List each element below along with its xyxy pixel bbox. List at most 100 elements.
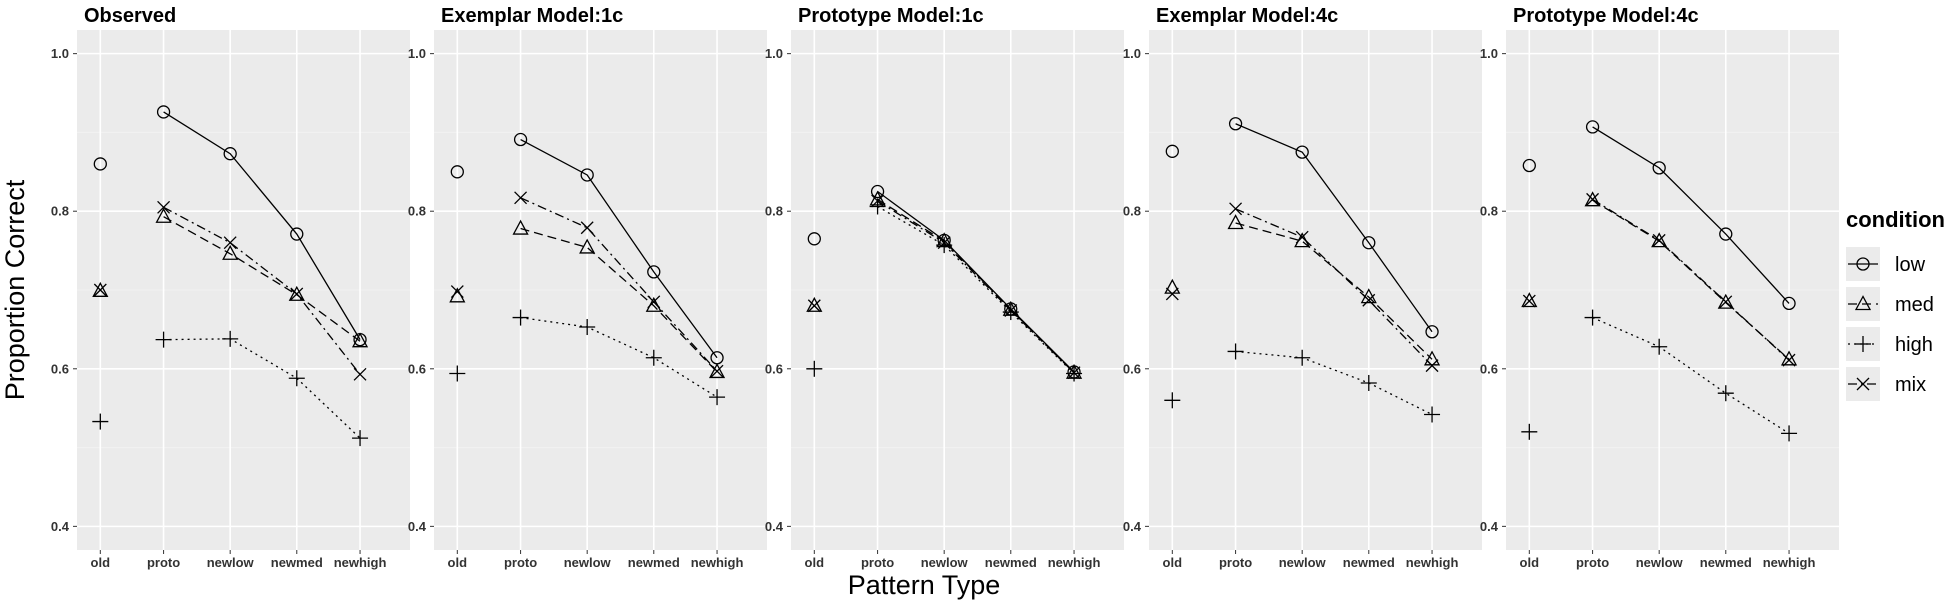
y-tick-label: 0.6 <box>765 361 783 376</box>
data-point-mix <box>1362 293 1376 307</box>
data-point-mix <box>353 367 367 381</box>
x-tick-label: proto <box>1219 555 1252 570</box>
data-point-high <box>579 319 596 336</box>
data-point-low <box>450 165 464 179</box>
data-point-low <box>1295 145 1309 159</box>
x-axis-title: Pattern Type <box>848 570 1001 600</box>
y-tick-label: 1.0 <box>765 46 783 61</box>
y-tick-label: 0.8 <box>1123 204 1141 219</box>
legend-key-marker <box>1855 336 1871 352</box>
series-low <box>1522 120 1796 311</box>
series-high <box>449 309 726 406</box>
data-point-med <box>1651 232 1668 248</box>
data-point-low <box>1165 144 1179 158</box>
series-high <box>92 330 369 447</box>
legend-entry-med: med <box>1846 287 1934 321</box>
data-point-low <box>647 265 661 279</box>
legend-label: high <box>1895 334 1933 356</box>
data-point-high <box>1781 425 1798 442</box>
x-tick-label: newlow <box>564 555 612 570</box>
x-tick-label: newmed <box>628 555 680 570</box>
x-tick-label: proto <box>147 555 180 570</box>
series-low <box>1165 117 1439 339</box>
data-point-low <box>1425 325 1439 339</box>
data-point-mix <box>1165 287 1179 301</box>
data-point-low <box>290 227 304 241</box>
data-point-med <box>579 238 596 254</box>
x-tick-label: old <box>1520 555 1540 570</box>
y-tick-label: 1.0 <box>1480 46 1498 61</box>
series-high <box>1521 309 1798 442</box>
data-point-med <box>92 281 109 297</box>
data-point-high <box>709 389 726 406</box>
x-tick-label: old <box>1163 555 1183 570</box>
x-tick-label: newlow <box>1279 555 1327 570</box>
series-line-high <box>1235 350 1433 416</box>
series-line-low <box>163 111 361 340</box>
data-point-med <box>222 244 239 260</box>
data-point-high <box>1584 309 1601 326</box>
series-line-low <box>520 138 718 359</box>
data-point-low <box>1228 117 1243 131</box>
data-point-mix <box>1586 192 1600 206</box>
data-point-high <box>806 360 823 377</box>
series-low <box>93 105 367 347</box>
data-point-high <box>1717 385 1734 402</box>
series-line-mix <box>877 200 1075 374</box>
series-line-mix <box>1592 198 1790 361</box>
data-point-high <box>1651 338 1668 355</box>
x-tick-label: newhigh <box>1406 555 1459 570</box>
data-point-mix <box>290 287 304 301</box>
x-tick-label: proto <box>1576 555 1609 570</box>
data-point-med <box>708 363 726 379</box>
data-point-low <box>870 184 885 199</box>
y-tick-label: 0.6 <box>51 361 69 376</box>
x-tick-label: newhigh <box>1048 555 1101 570</box>
y-tick-label: 0.6 <box>1123 361 1141 376</box>
series-med <box>92 207 369 348</box>
data-point-low <box>223 147 237 161</box>
data-point-high <box>1360 374 1377 391</box>
data-point-low <box>807 232 821 246</box>
series-line-med <box>163 216 361 342</box>
x-tick-label: newlow <box>207 555 255 570</box>
series-mix <box>450 191 724 378</box>
x-tick-label: old <box>805 555 825 570</box>
data-point-mix <box>450 285 464 299</box>
data-point-mix <box>223 236 237 250</box>
x-tick-label: newmed <box>1700 555 1752 570</box>
legend-entry-high: high <box>1846 327 1933 361</box>
legend-label: low <box>1895 254 1926 276</box>
panel-title: Exemplar Model:1c <box>441 5 623 27</box>
x-tick-label: newhigh <box>691 555 744 570</box>
data-point-high <box>645 349 662 366</box>
data-point-med <box>1717 293 1734 309</box>
panel-title: Prototype Model:1c <box>798 5 984 27</box>
data-point-med <box>512 219 529 235</box>
y-tick-label: 0.4 <box>408 519 427 534</box>
x-tick-label: old <box>91 555 111 570</box>
y-tick-label: 0.4 <box>1123 519 1142 534</box>
y-tick-label: 0.6 <box>1480 361 1498 376</box>
series-line-mix <box>1235 208 1433 367</box>
y-tick-label: 0.4 <box>51 519 70 534</box>
series-line-mix <box>163 206 361 375</box>
data-point-high <box>222 330 239 347</box>
data-point-high <box>1227 343 1244 360</box>
data-point-mix <box>1295 230 1309 244</box>
data-point-med <box>155 207 172 223</box>
panel-title: Observed <box>84 5 176 27</box>
data-point-high <box>449 365 466 382</box>
data-point-med <box>351 332 369 348</box>
y-tick-label: 0.6 <box>408 361 426 376</box>
series-mix <box>93 200 367 381</box>
data-point-high <box>936 237 953 254</box>
panel-2: Prototype Model:1c 0.4 0.6 0.8 1.0 old proto ne… <box>765 5 1124 570</box>
series-line-high <box>163 338 361 439</box>
data-point-low <box>1782 296 1796 311</box>
legend: condition low med high mix <box>1846 207 1945 401</box>
x-tick-label: old <box>448 555 468 570</box>
series-line-low <box>1592 126 1790 304</box>
panel-3: Exemplar Model:4c 0.4 0.6 0.8 1.0 old proto new… <box>1123 5 1482 570</box>
